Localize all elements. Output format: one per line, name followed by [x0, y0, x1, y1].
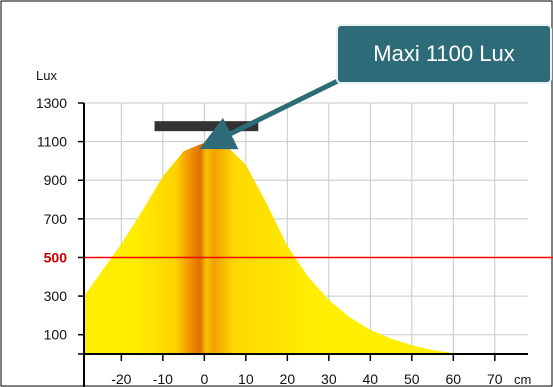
y-unit-label: Lux	[36, 68, 57, 83]
x-tick-label: 0	[200, 371, 208, 387]
callout-text: Maxi 1100 Lux	[373, 41, 514, 66]
x-tick-label: 40	[363, 371, 379, 387]
x-tick-label: -20	[111, 371, 131, 387]
x-tick-label: 10	[238, 371, 254, 387]
callout-box	[336, 24, 552, 84]
x-unit-label: cm	[514, 372, 531, 387]
callout-arrow	[199, 67, 362, 150]
max-callout: Maxi 1100 Lux	[199, 24, 552, 150]
y-tick-label: 1100	[37, 134, 67, 150]
x-tick-label: 50	[404, 371, 420, 387]
y-tick-label: 700	[44, 211, 68, 227]
x-tick-label: 20	[280, 371, 296, 387]
x-axis-ticks: -20 -10 0 10 20 30 40 50 60 70	[111, 354, 503, 387]
x-tick-label: 70	[487, 371, 503, 387]
y-axis-ticks: 1300 1100 900 700 500 300 100	[36, 95, 84, 355]
y-tick-label: 1300	[36, 95, 67, 111]
x-tick-label: 60	[446, 371, 462, 387]
y-tick-label: 100	[44, 327, 68, 343]
x-tick-label: -10	[153, 371, 173, 387]
x-tick-label: 30	[321, 371, 337, 387]
y-tick-label: 300	[44, 288, 68, 304]
illuminance-area	[84, 142, 528, 354]
y-tick-label: 500	[44, 249, 68, 265]
y-tick-label: 900	[44, 172, 68, 188]
